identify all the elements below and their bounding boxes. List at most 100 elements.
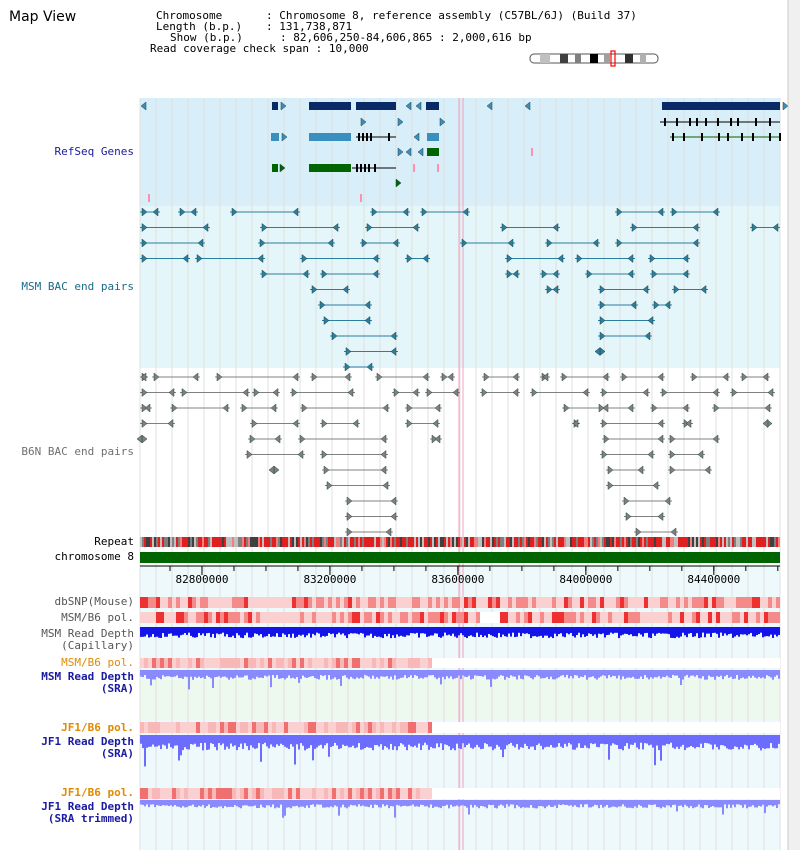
- depth-bar: [506, 735, 508, 746]
- arrow-glyph: [181, 387, 188, 398]
- msm-bac-track[interactable]: [140, 207, 780, 372]
- b6n-bac-label[interactable]: B6N BAC end pairs: [21, 445, 134, 458]
- jf1-depth-label[interactable]: JF1 Read Depth (SRA): [41, 736, 134, 760]
- depth-bar: [476, 670, 478, 676]
- chromosome-label-track[interactable]: chromosome 8: [54, 550, 134, 563]
- msm-depth-sra-label[interactable]: MSM Read Depth (SRA): [41, 671, 134, 695]
- chromosome-ideogram[interactable]: [529, 50, 659, 67]
- depth-bar: [186, 800, 188, 808]
- heat-cell: [324, 658, 328, 668]
- heat-cell: [576, 612, 580, 623]
- depth-bar: [534, 735, 536, 750]
- arrow-glyph: [616, 207, 623, 217]
- heat-cell: [444, 597, 448, 608]
- jf1-depth-line2: (SRA): [100, 747, 134, 760]
- gene-exon: [374, 164, 376, 172]
- heat-cell: [176, 788, 180, 799]
- repeat-label[interactable]: Repeat: [94, 535, 134, 548]
- depth-bar: [198, 627, 200, 633]
- repeat-segment: [476, 537, 478, 547]
- dbsnp-label[interactable]: dbSNP(Mouse): [54, 595, 134, 608]
- depth-bar: [334, 627, 336, 638]
- msm-depth-cap-label[interactable]: MSM Read Depth (Capillary): [41, 628, 134, 652]
- depth-bar: [268, 800, 270, 806]
- heat-cell: [720, 658, 724, 668]
- depth-bar: [226, 670, 228, 678]
- heat-cell: [304, 722, 308, 733]
- depth-bar: [662, 735, 664, 746]
- depth-bar: [306, 800, 308, 806]
- polymorphism-tracks[interactable]: [140, 597, 780, 799]
- refseq-label[interactable]: RefSeq Genes: [54, 145, 134, 158]
- depth-bar: [324, 670, 326, 676]
- repeat-segment: [492, 537, 494, 547]
- heat-cell: [300, 722, 304, 733]
- depth-bar: [570, 735, 572, 745]
- msm-b6-pol-label[interactable]: MSM/B6 pol.: [61, 611, 134, 624]
- repeat-segment: [332, 537, 334, 547]
- depth-bar: [482, 735, 484, 749]
- heat-cell: [244, 612, 248, 623]
- msm-b6-pol-sra-label[interactable]: MSM/B6 pol.: [61, 656, 134, 669]
- depth-bar: [676, 627, 678, 637]
- depth-bar: [390, 627, 392, 639]
- depth-bar: [700, 670, 702, 679]
- depth-bar: [440, 800, 442, 809]
- refseq-genes-track[interactable]: [140, 101, 789, 202]
- jf1-b6-pol-label[interactable]: JF1/B6 pol.: [61, 721, 134, 734]
- arrow-glyph: [546, 238, 553, 248]
- depth-bar: [670, 627, 672, 638]
- repeat-segment: [510, 537, 512, 547]
- depth-bar: [386, 670, 388, 677]
- msm-bac-label[interactable]: MSM BAC end pairs: [21, 280, 134, 293]
- depth-bar: [498, 627, 500, 634]
- heat-cell: [324, 612, 328, 623]
- depth-bar: [628, 627, 630, 635]
- repeat-segment: [696, 537, 698, 547]
- read-depth-tracks[interactable]: [140, 627, 780, 818]
- heat-cell: [588, 722, 592, 733]
- depth-bar: [270, 670, 272, 688]
- heat-cell: [436, 658, 440, 668]
- depth-bar: [376, 670, 378, 678]
- heat-cell: [596, 612, 600, 623]
- heat-cell: [216, 612, 220, 623]
- arrow-glyph: [197, 238, 204, 248]
- heat-cell: [612, 612, 616, 623]
- depth-bar: [260, 735, 262, 762]
- repeat-segment: [330, 537, 332, 547]
- depth-bar: [196, 735, 198, 747]
- heat-cell: [472, 612, 476, 623]
- depth-bar: [172, 627, 174, 636]
- arrow-glyph: [452, 387, 459, 398]
- heat-cell: [700, 597, 704, 608]
- depth-bar: [146, 800, 148, 805]
- heat-cell: [220, 722, 224, 733]
- depth-bar: [466, 627, 468, 639]
- depth-bar: [458, 800, 460, 807]
- depth-bar: [756, 627, 758, 636]
- depth-bar: [678, 670, 680, 678]
- b6n-bac-track[interactable]: [136, 372, 775, 537]
- depth-bar: [262, 627, 264, 638]
- heat-cell: [312, 722, 316, 733]
- depth-bar: [280, 627, 282, 637]
- scrollbar[interactable]: [788, 0, 800, 850]
- heat-cell: [336, 658, 340, 668]
- depth-bar: [540, 735, 542, 746]
- heat-cell: [464, 612, 468, 623]
- depth-bar: [296, 670, 298, 678]
- depth-bar: [702, 735, 704, 748]
- depth-bar: [552, 670, 554, 680]
- depth-bar: [708, 670, 710, 676]
- depth-bar: [150, 800, 152, 805]
- heat-cell: [324, 597, 328, 608]
- arrow-glyph: [512, 387, 519, 398]
- repeat-track[interactable]: [140, 537, 780, 547]
- depth-bar: [654, 627, 656, 636]
- depth-bar: [604, 627, 606, 638]
- jf1-depth-trim-label[interactable]: JF1 Read Depth (SRA trimmed): [41, 801, 134, 825]
- repeat-segment: [158, 537, 160, 547]
- jf1-b6-pol-2-label[interactable]: JF1/B6 pol.: [61, 786, 134, 799]
- depth-bar: [640, 735, 642, 743]
